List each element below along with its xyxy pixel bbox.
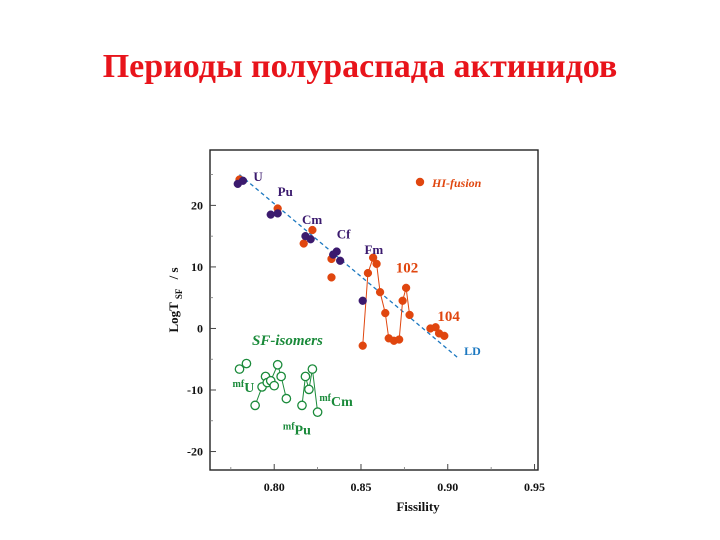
sf-isomers-label: SF-isomers xyxy=(252,333,323,349)
sf-isomer-point xyxy=(234,364,245,374)
element-label-fm: Fm xyxy=(364,242,383,257)
axis-ticks xyxy=(210,174,536,470)
plot-frame xyxy=(209,149,539,471)
hi-fusion-point xyxy=(398,296,407,305)
measured-point xyxy=(306,235,315,244)
hi-fusion-point xyxy=(299,239,308,248)
sf-isomer-point xyxy=(276,371,287,382)
hi-fusion-point xyxy=(308,225,317,235)
sf-isomer-point xyxy=(272,359,283,370)
sf-isomer-point xyxy=(300,371,311,382)
element-labels: U Pu Cm Cf Fm 102 104 mfU mfPu mfCm xyxy=(233,169,461,439)
y-tick-label: 20 xyxy=(191,198,203,212)
sf-isomer-point xyxy=(269,380,280,391)
measured-point xyxy=(336,256,345,265)
sf-isomer-point xyxy=(297,400,307,411)
measured-point xyxy=(273,209,282,218)
x-tick-label: 0.95 xyxy=(524,480,545,494)
hi-fusion-point xyxy=(381,308,390,318)
sf-isomer-point xyxy=(281,393,292,404)
measured-point xyxy=(238,176,248,185)
hi-fusion-point xyxy=(372,259,381,268)
isomer-label-mfu: mfU xyxy=(233,379,255,396)
sf-isomer-point xyxy=(304,384,314,395)
hi-fusion-point xyxy=(440,331,449,340)
hi-fusion-point xyxy=(327,273,336,282)
ld-line xyxy=(239,174,459,359)
y-tick-label: 0 xyxy=(197,321,203,335)
y-axis-label: LogT SF / s xyxy=(166,267,185,332)
tick-labels: 0.80 0.85 0.90 0.95 -20 -10 0 10 20 xyxy=(187,198,545,494)
sf-isomer-point xyxy=(312,407,323,418)
measured-point xyxy=(358,296,367,305)
element-label-102: 102 xyxy=(396,260,419,276)
slide-title: Периоды полураспада актинидов xyxy=(102,48,618,85)
hi-fusion-point xyxy=(405,310,414,320)
hi-fusion-point xyxy=(401,283,411,292)
hi-fusion-point xyxy=(395,335,404,344)
isomer-label-mfcm: mfCm xyxy=(319,393,353,410)
isomer-label-mfpu: mfPu xyxy=(283,421,311,438)
hi-fusion-point xyxy=(358,341,367,350)
y-axis-label-main: LogT xyxy=(166,302,181,333)
x-tick-label: 0.80 xyxy=(264,480,285,494)
legend-label-hi-fusion: HI-fusion xyxy=(431,176,482,190)
y-tick-label: -20 xyxy=(187,445,203,459)
x-axis-label: Fissility xyxy=(396,499,440,514)
legend: HI-fusion xyxy=(415,176,482,190)
legend-marker-hi-fusion xyxy=(415,177,425,187)
sf-isomer-point xyxy=(250,400,260,411)
hi-fusion-point xyxy=(363,268,373,278)
data-points xyxy=(233,175,449,418)
measured-point xyxy=(266,210,275,219)
element-label-pu: Pu xyxy=(278,184,293,199)
y-axis-label-unit: / s xyxy=(166,267,181,280)
measured-point xyxy=(332,247,341,256)
ld-label: LD xyxy=(464,344,481,358)
element-label-104: 104 xyxy=(437,309,460,325)
svg-text:LogT SF / s: LogT SF / s xyxy=(166,267,185,332)
y-tick-label: -10 xyxy=(187,383,203,397)
element-label-cm: Cm xyxy=(302,212,322,227)
y-axis-label-sub: SF xyxy=(174,288,184,299)
sf-isomer-point xyxy=(307,364,318,374)
sf-isomer-point xyxy=(241,358,252,369)
x-tick-label: 0.85 xyxy=(350,480,371,494)
x-tick-label: 0.90 xyxy=(437,480,458,494)
element-label-cf: Cf xyxy=(337,227,351,242)
y-tick-label: 10 xyxy=(191,260,203,274)
element-label-u: U xyxy=(253,169,263,184)
hi-fusion-point xyxy=(375,288,385,297)
